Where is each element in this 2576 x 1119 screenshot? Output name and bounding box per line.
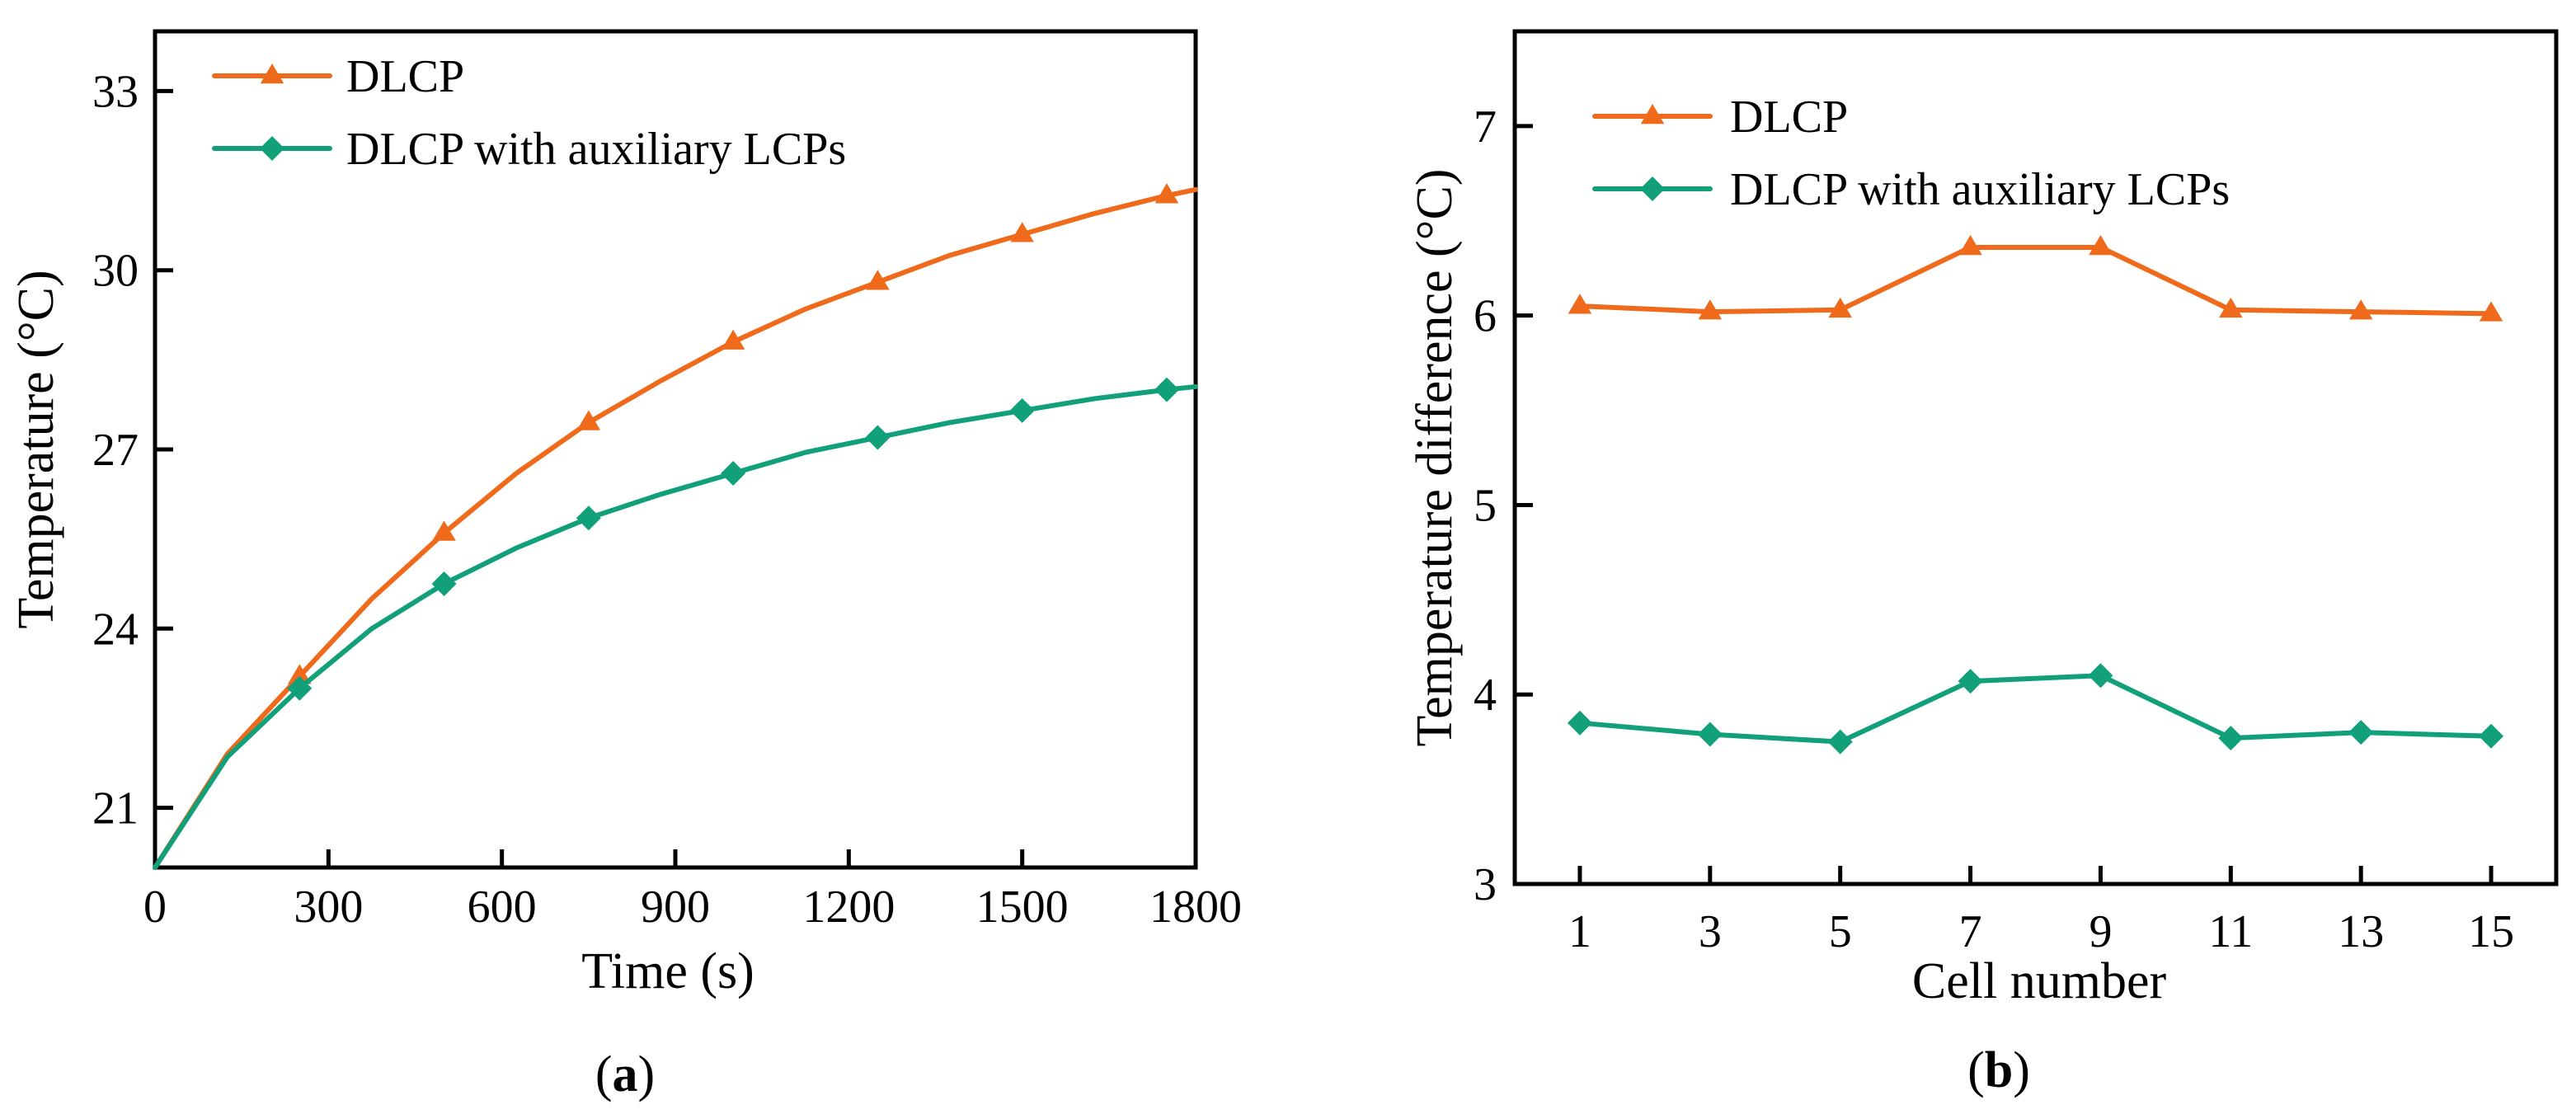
data-point-b-dlcp-with-auxiliary-lcps-1 bbox=[1697, 722, 1723, 747]
data-point-b-dlcp-3 bbox=[1958, 234, 1982, 256]
y-axis-title-b: Temperature difference (°C) bbox=[1407, 169, 1463, 747]
data-point-b-dlcp-with-auxiliary-lcps-2 bbox=[1827, 729, 1853, 755]
x-tick-label-a-600: 600 bbox=[468, 882, 537, 933]
data-point-b-dlcp-6 bbox=[2348, 299, 2373, 320]
x-tick-label-a-0: 0 bbox=[143, 882, 167, 933]
y-tick-label-b-3: 3 bbox=[1474, 859, 1497, 910]
data-point-a-dlcp-4 bbox=[866, 270, 890, 290]
x-tick-label-b-9: 9 bbox=[2089, 906, 2112, 957]
data-point-a-dlcp-6 bbox=[1154, 183, 1179, 204]
data-point-b-dlcp-1 bbox=[1698, 299, 1723, 320]
data-point-b-dlcp-2 bbox=[1828, 297, 1852, 318]
x-axis-title-a: Time (s) bbox=[581, 943, 754, 999]
series-line-b-dlcp-with-auxiliary-lcps bbox=[1577, 673, 2494, 745]
y-tick-label-b-4: 4 bbox=[1474, 670, 1497, 721]
legend-a-dlcp-marker bbox=[260, 63, 284, 84]
data-point-a-dlcp-2 bbox=[576, 410, 601, 430]
y-tick-label-a-33: 33 bbox=[92, 66, 139, 117]
chart-a: DLCP DLCP with auxiliary LCPs Time (s) T… bbox=[8, 29, 1242, 1103]
data-point-a-dlcp-with-auxiliary-lcps-3 bbox=[721, 460, 746, 486]
x-tick-label-b-1: 1 bbox=[1568, 906, 1591, 957]
series-line-b-dlcp bbox=[1577, 244, 2494, 317]
legend-b-aux-marker bbox=[1640, 176, 1665, 201]
x-tick-label-b-15: 15 bbox=[2468, 906, 2514, 957]
chart-b: DLCP DLCP with auxiliary LCPs Cell numbe… bbox=[1407, 29, 2559, 1098]
legend-a-aux-marker bbox=[260, 136, 284, 161]
y-tick-label-b-5: 5 bbox=[1474, 480, 1497, 531]
legend-a-aux-label: DLCP with auxiliary LCPs bbox=[346, 124, 846, 175]
legend-b-dlcp-label: DLCP bbox=[1730, 92, 1848, 143]
data-point-a-dlcp-0 bbox=[288, 664, 312, 684]
panel-letter-a: a bbox=[613, 1046, 638, 1103]
legend-b-dlcp-marker bbox=[1640, 104, 1665, 125]
series-line-a-dlcp bbox=[153, 186, 1198, 870]
x-tick-label-a-900: 900 bbox=[641, 882, 710, 933]
data-point-b-dlcp-4 bbox=[2089, 234, 2113, 256]
data-point-b-dlcp-5 bbox=[2219, 297, 2243, 318]
data-point-a-dlcp-with-auxiliary-lcps-1 bbox=[431, 571, 457, 596]
data-point-a-dlcp-with-auxiliary-lcps-6 bbox=[1154, 377, 1179, 402]
y-tick-label-a-24: 24 bbox=[92, 604, 139, 655]
panel-label-a: (a) bbox=[595, 1046, 655, 1103]
data-point-a-dlcp-5 bbox=[1010, 222, 1034, 242]
plot-frame-b bbox=[1512, 29, 2559, 886]
legend-b: DLCP DLCP with auxiliary LCPs bbox=[1592, 92, 2230, 215]
data-point-b-dlcp-7 bbox=[2479, 301, 2503, 322]
data-point-b-dlcp-with-auxiliary-lcps-3 bbox=[1958, 669, 1983, 694]
data-point-a-dlcp-with-auxiliary-lcps-4 bbox=[865, 425, 891, 450]
panel-letter-b: b bbox=[1985, 1042, 2013, 1098]
legend-b-aux-label: DLCP with auxiliary LCPs bbox=[1730, 164, 2230, 215]
data-point-b-dlcp-with-auxiliary-lcps-6 bbox=[2348, 720, 2374, 745]
data-point-a-dlcp-3 bbox=[721, 329, 745, 350]
data-point-a-dlcp-with-auxiliary-lcps-0 bbox=[287, 675, 313, 701]
panel-label-b: (b) bbox=[1967, 1042, 2030, 1098]
data-point-a-dlcp-1 bbox=[432, 520, 456, 541]
data-point-b-dlcp-with-auxiliary-lcps-0 bbox=[1567, 710, 1592, 736]
x-tick-label-b-7: 7 bbox=[1959, 906, 1982, 957]
data-point-b-dlcp-with-auxiliary-lcps-7 bbox=[2479, 723, 2504, 749]
y-tick-label-a-27: 27 bbox=[92, 425, 139, 476]
legend-a: DLCP DLCP with auxiliary LCPs bbox=[212, 51, 846, 175]
series-line-a-dlcp-with-auxiliary-lcps bbox=[153, 383, 1198, 870]
y-tick-label-a-21: 21 bbox=[92, 783, 139, 835]
legend-a-dlcp-label: DLCP bbox=[346, 51, 464, 102]
y-tick-label-b-7: 7 bbox=[1474, 101, 1497, 153]
data-point-b-dlcp-with-auxiliary-lcps-4 bbox=[2088, 663, 2113, 689]
y-tick-label-b-6: 6 bbox=[1474, 291, 1497, 342]
y-axis-title-a: Temperature (°C) bbox=[8, 270, 64, 628]
data-point-a-dlcp-with-auxiliary-lcps-2 bbox=[576, 505, 601, 531]
y-tick-label-a-30: 30 bbox=[92, 246, 139, 297]
x-tick-label-a-1200: 1200 bbox=[802, 882, 895, 933]
data-point-b-dlcp-with-auxiliary-lcps-5 bbox=[2218, 726, 2244, 751]
data-point-a-dlcp-with-auxiliary-lcps-5 bbox=[1009, 397, 1035, 423]
x-tick-label-b-13: 13 bbox=[2338, 906, 2384, 957]
x-tick-label-b-5: 5 bbox=[1829, 906, 1852, 957]
data-point-b-dlcp-0 bbox=[1568, 294, 1592, 314]
x-tick-label-b-11: 11 bbox=[2208, 906, 2253, 957]
x-axis-title-b: Cell number bbox=[1912, 953, 2167, 1009]
x-tick-label-b-3: 3 bbox=[1699, 906, 1722, 957]
x-tick-label-a-1800: 1800 bbox=[1149, 882, 1242, 933]
x-tick-label-a-1500: 1500 bbox=[976, 882, 1069, 933]
x-tick-label-a-300: 300 bbox=[294, 882, 363, 933]
